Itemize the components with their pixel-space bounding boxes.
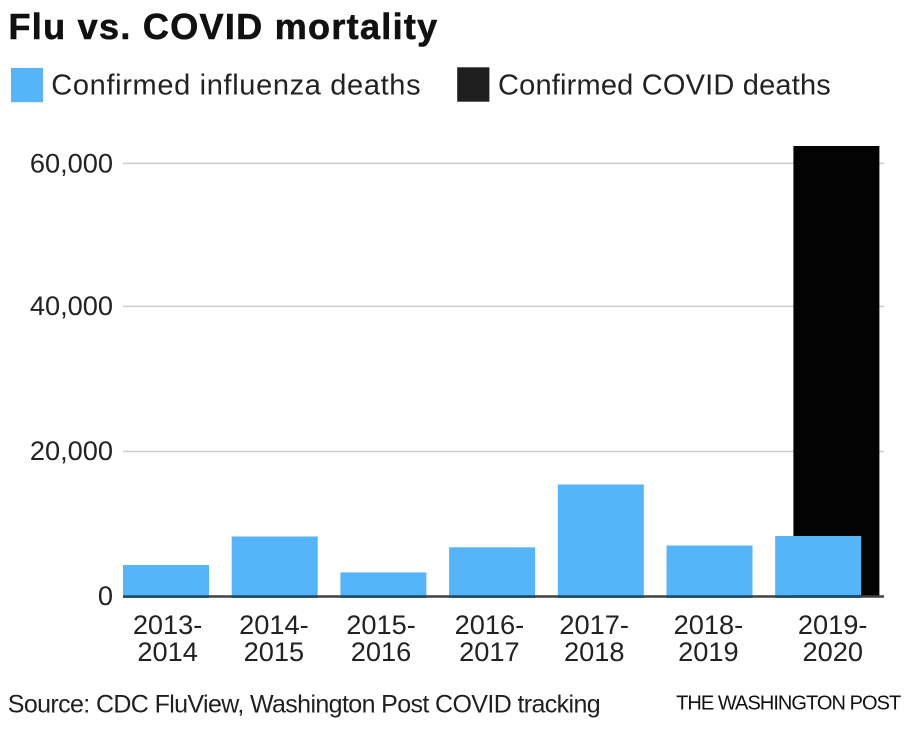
svg-text:60,000: 60,000: [30, 147, 113, 178]
svg-text:40,000: 40,000: [30, 290, 113, 321]
svg-text:2019: 2019: [678, 636, 738, 667]
svg-text:2018: 2018: [564, 636, 624, 667]
svg-text:0: 0: [98, 580, 113, 611]
svg-text:2017: 2017: [459, 636, 519, 667]
svg-text:2018-: 2018-: [674, 609, 744, 640]
svg-text:Source: CDC FluView, Washingto: Source: CDC FluView, Washington Post COV…: [8, 691, 600, 719]
svg-text:Confirmed influenza deaths: Confirmed influenza deaths: [51, 70, 421, 102]
svg-text:THE WASHINGTON POST: THE WASHINGTON POST: [676, 693, 901, 715]
svg-text:2019-: 2019-: [798, 609, 868, 640]
svg-text:2016-: 2016-: [455, 609, 525, 640]
svg-text:20,000: 20,000: [30, 435, 113, 466]
svg-text:2017-: 2017-: [559, 609, 629, 640]
svg-text:2016: 2016: [351, 636, 411, 667]
svg-text:Flu vs. COVID mortality: Flu vs. COVID mortality: [9, 6, 439, 47]
svg-text:2015-: 2015-: [346, 609, 416, 640]
svg-text:2015: 2015: [244, 636, 304, 667]
svg-text:2014: 2014: [137, 636, 197, 667]
svg-text:2020: 2020: [802, 636, 862, 667]
svg-text:Confirmed COVID deaths: Confirmed COVID deaths: [498, 70, 831, 102]
svg-text:2014-: 2014-: [239, 609, 309, 640]
svg-text:2013-: 2013-: [133, 609, 203, 640]
